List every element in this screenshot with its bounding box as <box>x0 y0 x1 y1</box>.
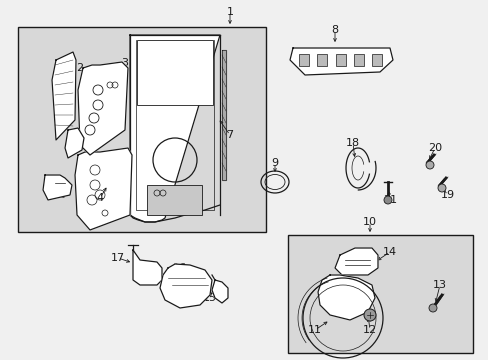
Text: 2: 2 <box>76 63 83 73</box>
Text: 9: 9 <box>271 158 278 168</box>
Polygon shape <box>212 280 227 303</box>
Text: 3: 3 <box>121 58 128 68</box>
Polygon shape <box>43 175 72 200</box>
Text: 18: 18 <box>345 138 359 148</box>
Circle shape <box>428 304 436 312</box>
Text: 5: 5 <box>79 135 85 145</box>
Bar <box>353 54 363 66</box>
Text: 20: 20 <box>427 143 441 153</box>
Bar <box>137 40 213 105</box>
Polygon shape <box>133 250 162 285</box>
Polygon shape <box>65 128 84 158</box>
Text: 7: 7 <box>226 130 233 140</box>
Polygon shape <box>130 35 220 222</box>
Text: 16: 16 <box>173 263 186 273</box>
Polygon shape <box>334 248 377 275</box>
Text: 14: 14 <box>382 247 396 257</box>
Polygon shape <box>289 48 392 75</box>
Text: 17: 17 <box>111 253 125 263</box>
Bar <box>371 54 381 66</box>
Text: 10: 10 <box>362 217 376 227</box>
Text: 4: 4 <box>96 193 103 203</box>
Circle shape <box>425 161 433 169</box>
Text: 21: 21 <box>382 195 396 205</box>
Text: 13: 13 <box>432 280 446 290</box>
Bar <box>298 54 308 66</box>
Bar <box>287 235 472 353</box>
Text: 1: 1 <box>226 7 233 17</box>
Text: 11: 11 <box>307 325 321 335</box>
Text: 6: 6 <box>59 190 65 200</box>
Bar <box>18 27 265 232</box>
Circle shape <box>363 309 375 321</box>
Polygon shape <box>222 50 225 180</box>
Bar <box>147 185 202 215</box>
Polygon shape <box>75 148 132 230</box>
Circle shape <box>383 196 391 204</box>
Text: 19: 19 <box>440 190 454 200</box>
Bar <box>335 54 345 66</box>
Polygon shape <box>78 62 128 155</box>
Circle shape <box>437 184 445 192</box>
Polygon shape <box>160 264 212 308</box>
Text: 15: 15 <box>203 293 217 303</box>
Text: 12: 12 <box>362 325 376 335</box>
Bar <box>317 54 326 66</box>
Text: 8: 8 <box>331 25 338 35</box>
Polygon shape <box>317 275 374 320</box>
Polygon shape <box>52 52 76 140</box>
